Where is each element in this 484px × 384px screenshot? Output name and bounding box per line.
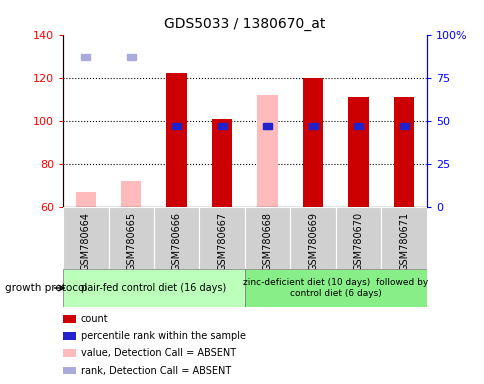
Text: pair-fed control diet (16 days): pair-fed control diet (16 days) <box>81 283 226 293</box>
Bar <box>166 73 186 207</box>
Bar <box>63 207 108 269</box>
Bar <box>257 95 277 207</box>
Text: GSM780667: GSM780667 <box>217 212 227 271</box>
Text: zinc-deficient diet (10 days)  followed by
control diet (6 days): zinc-deficient diet (10 days) followed b… <box>243 278 427 298</box>
Bar <box>76 192 96 207</box>
Bar <box>126 54 136 60</box>
Bar <box>393 97 413 207</box>
Bar <box>244 207 290 269</box>
Text: GSM780665: GSM780665 <box>126 212 136 271</box>
Text: count: count <box>80 314 108 324</box>
Bar <box>353 123 363 129</box>
Text: rank, Detection Call = ABSENT: rank, Detection Call = ABSENT <box>80 366 230 376</box>
Bar <box>172 123 181 129</box>
Bar <box>217 123 226 129</box>
Bar <box>244 269 426 307</box>
Bar <box>399 123 408 129</box>
Bar <box>308 123 317 129</box>
Bar <box>81 54 90 60</box>
Bar <box>348 97 368 207</box>
Bar <box>121 181 141 207</box>
Bar <box>262 123 272 129</box>
Text: GSM780669: GSM780669 <box>307 212 318 271</box>
Text: growth protocol: growth protocol <box>5 283 87 293</box>
Bar <box>380 207 426 269</box>
Text: GSM780666: GSM780666 <box>171 212 182 271</box>
Bar <box>262 123 272 129</box>
Bar <box>153 207 199 269</box>
Bar <box>199 207 244 269</box>
Text: GSM780671: GSM780671 <box>398 212 408 271</box>
Text: GSM780664: GSM780664 <box>81 212 91 271</box>
Bar <box>212 119 232 207</box>
Bar <box>335 207 380 269</box>
Bar <box>290 207 335 269</box>
Bar <box>302 78 323 207</box>
Title: GDS5033 / 1380670_at: GDS5033 / 1380670_at <box>164 17 325 31</box>
Bar <box>63 269 244 307</box>
Text: percentile rank within the sample: percentile rank within the sample <box>80 331 245 341</box>
Text: GSM780670: GSM780670 <box>353 212 363 271</box>
Text: value, Detection Call = ABSENT: value, Detection Call = ABSENT <box>80 348 235 358</box>
Bar <box>108 207 153 269</box>
Text: GSM780668: GSM780668 <box>262 212 272 271</box>
